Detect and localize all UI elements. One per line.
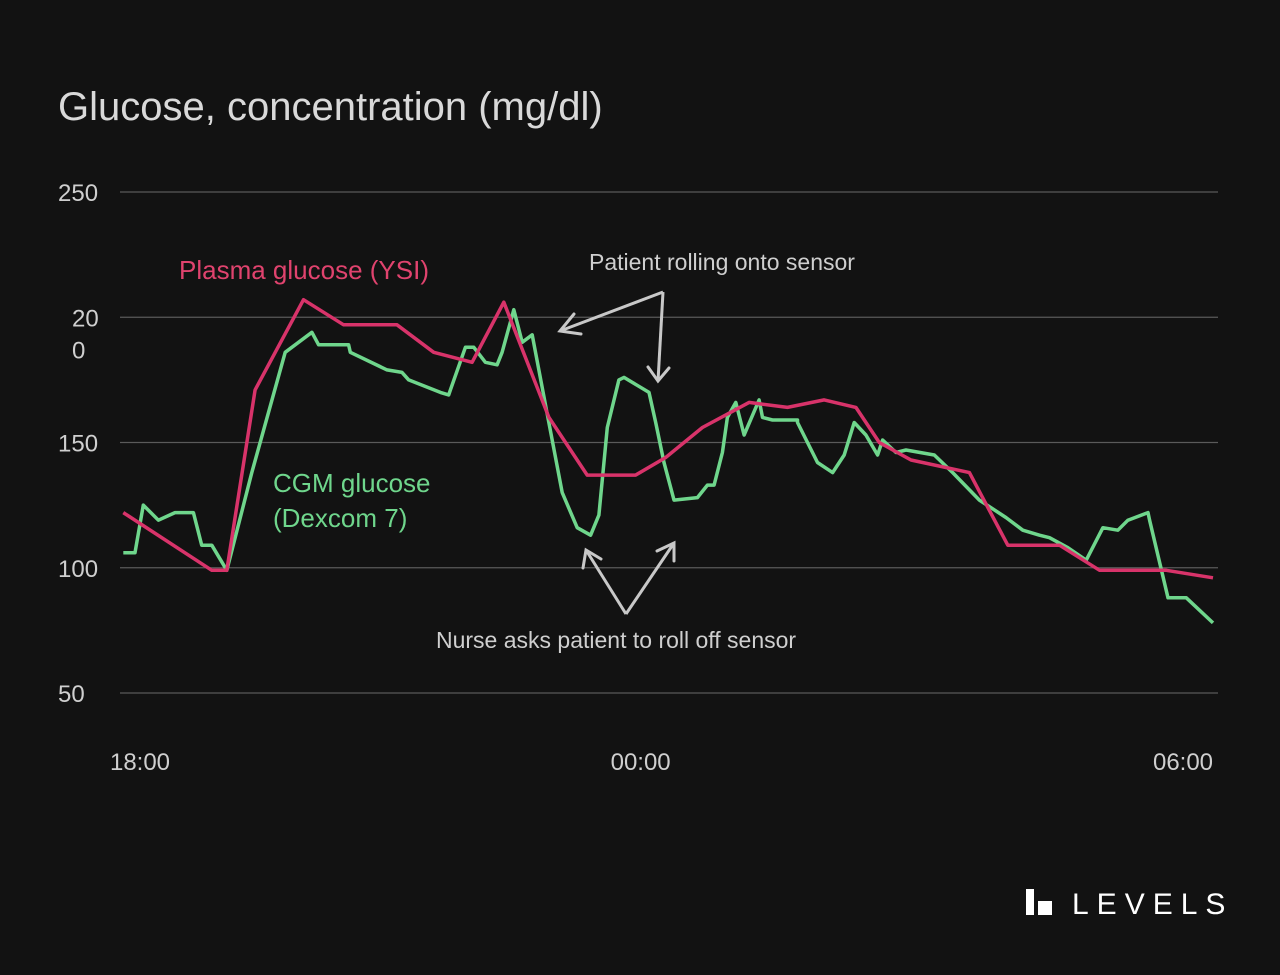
x-axis-ticks: 18:00 00:00 06:00 bbox=[110, 749, 1213, 776]
series-line-cgm bbox=[123, 307, 1215, 625]
levels-logo-icon bbox=[1026, 889, 1052, 915]
y-tick-label: 100 bbox=[58, 556, 98, 583]
series-label-plasma: Plasma glucose (YSI) bbox=[179, 255, 429, 285]
chart-title: Glucose, concentration (mg/dl) bbox=[58, 85, 603, 129]
arrow-roll-off-sensor bbox=[581, 540, 676, 615]
y-tick-label-line: 0 bbox=[72, 337, 85, 364]
x-tick-label: 00:00 bbox=[611, 749, 671, 776]
y-tick-label: 20 0 bbox=[72, 305, 99, 364]
arrow-rolling-onto-sensor bbox=[557, 290, 671, 384]
annotation-rolling-onto-sensor: Patient rolling onto sensor bbox=[589, 249, 855, 275]
annotation-roll-off-sensor: Nurse asks patient to roll off sensor bbox=[436, 627, 796, 653]
x-tick-label: 06:00 bbox=[1153, 749, 1213, 776]
grid-lines bbox=[120, 191, 1218, 694]
y-tick-label-line: 20 bbox=[72, 305, 99, 332]
series-line-plasma bbox=[122, 297, 1214, 580]
brand-name: LEVELS bbox=[1072, 888, 1233, 921]
x-tick-label: 18:00 bbox=[110, 749, 170, 776]
series-label-cgm-line1: CGM glucose bbox=[273, 468, 431, 498]
series-label-cgm-line2: (Dexcom 7) bbox=[273, 503, 407, 533]
y-tick-label: 150 bbox=[58, 431, 98, 458]
y-tick-label: 250 bbox=[58, 180, 98, 207]
series-label-cgm: CGM glucose (Dexcom 7) bbox=[273, 468, 438, 533]
y-tick-label: 50 bbox=[58, 681, 85, 708]
levels-logo: LEVELS bbox=[1026, 888, 1233, 921]
